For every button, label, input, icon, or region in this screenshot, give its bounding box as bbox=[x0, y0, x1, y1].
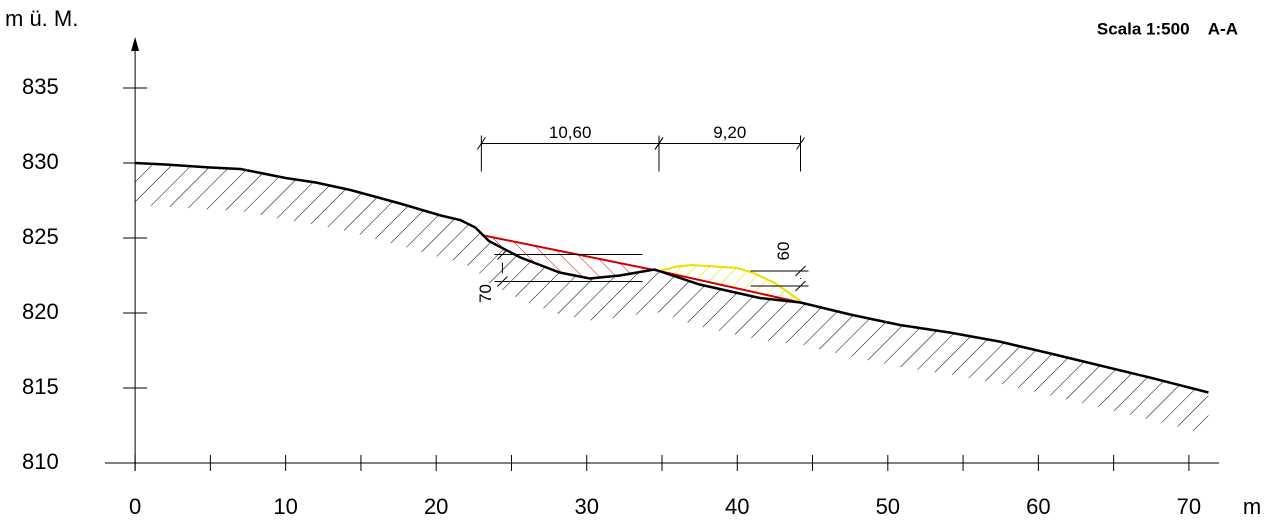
dim-tick bbox=[796, 137, 805, 150]
dim-tick bbox=[654, 137, 664, 150]
y-tick-label: 830 bbox=[22, 149, 59, 174]
dim-tick bbox=[795, 265, 806, 277]
fill-hatch bbox=[658, 265, 801, 303]
dimension-label: 10,60 bbox=[549, 123, 592, 142]
y-tick-label: 825 bbox=[22, 224, 59, 249]
ground-hatch bbox=[135, 163, 1209, 435]
dim-tick bbox=[497, 276, 508, 287]
dimension-label: 60 bbox=[774, 242, 793, 261]
chart-title: Scala 1:500 A-A bbox=[1097, 19, 1238, 38]
y-axis-label: m ü. M. bbox=[5, 6, 78, 31]
y-tick-label: 810 bbox=[22, 449, 59, 474]
x-tick-label: 20 bbox=[424, 494, 448, 519]
x-tick-label: 50 bbox=[876, 494, 900, 519]
x-tick-label: 10 bbox=[273, 494, 297, 519]
dim-tick bbox=[476, 137, 486, 150]
fill-line bbox=[658, 263, 802, 302]
x-tick-label: 30 bbox=[574, 494, 598, 519]
y-tick-label: 820 bbox=[22, 299, 59, 324]
x-tick-label: 40 bbox=[725, 494, 749, 519]
dim-tick bbox=[497, 249, 508, 260]
x-tick-label: 0 bbox=[129, 494, 141, 519]
x-tick-label: 60 bbox=[1026, 494, 1050, 519]
x-tick-label: 70 bbox=[1177, 494, 1201, 519]
dimension-label: 9,20 bbox=[713, 123, 746, 142]
y-axis-arrow bbox=[131, 37, 140, 51]
terrain-line bbox=[135, 161, 1209, 394]
y-tick-label: 835 bbox=[22, 74, 59, 99]
dim-tick bbox=[795, 280, 806, 292]
y-tick-label: 815 bbox=[22, 374, 59, 399]
x-axis-label: m bbox=[1243, 494, 1261, 519]
dimension-label: 70 bbox=[476, 284, 495, 303]
